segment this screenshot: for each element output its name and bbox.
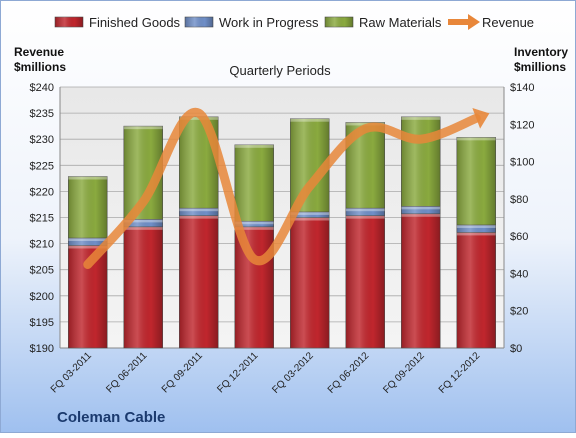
bar-top-highlight [124,126,163,129]
legend-label-revenue: Revenue [482,15,534,30]
left-tick-label: $200 [30,291,54,303]
left-axis-label-line: $millions [14,60,66,74]
left-tick-label: $240 [30,82,54,94]
bar-shading [346,216,385,348]
left-tick-label: $210 [30,239,54,251]
right-tick-label: $0 [510,343,522,355]
left-axis-label-line: Revenue [14,45,64,59]
bar-top-highlight [401,117,440,120]
bar-top-highlight [457,232,496,235]
bar-top-highlight [68,238,107,241]
left-tick-label: $230 [30,134,54,146]
bar-top-highlight [346,208,385,211]
legend-swatch-shading [185,17,213,27]
left-tick-label: $220 [30,186,54,198]
bar-top-highlight [179,208,218,211]
left-axis-label: Revenue$millions [14,45,66,74]
bar-top-highlight [346,216,385,219]
bar-shading [235,145,274,221]
bar-top-highlight [68,176,107,179]
bar-shading [290,218,329,349]
bar-top-highlight [235,145,274,148]
bar-shading [401,214,440,348]
left-tick-label: $235 [30,108,54,120]
company-name: Coleman Cable [57,409,165,426]
right-axis-label-line: Inventory [514,45,568,59]
legend-label-finished-goods: Finished Goods [89,15,181,30]
bar-top-highlight [290,119,329,122]
left-tick-label: $190 [30,343,54,355]
right-axis-label: Inventory$millions [514,45,568,74]
bar-top-highlight [401,214,440,217]
right-tick-label: $60 [510,231,528,243]
legend-swatch-shading [55,17,83,27]
bar-top-highlight [290,218,329,221]
right-tick-label: $80 [510,194,528,206]
left-tick-label: $215 [30,213,54,225]
bar-shading [457,137,496,225]
bar-shading [124,227,163,348]
bar-top-highlight [401,206,440,209]
bar-top-highlight [457,225,496,228]
bar-shading [179,216,218,348]
bar-top-highlight [124,227,163,230]
chart-subtitle: Quarterly Periods [229,63,331,78]
bar-shading [401,117,440,206]
right-tick-label: $40 [510,268,528,280]
right-axis-label-line: $millions [514,60,566,74]
right-tick-label: $100 [510,157,534,169]
bar-top-highlight [457,137,496,140]
left-tick-label: $195 [30,317,54,329]
left-tick-label: $205 [30,265,54,277]
right-tick-label: $140 [510,82,534,94]
bar-top-highlight [179,216,218,219]
bar-shading [457,232,496,348]
left-tick-label: $225 [30,160,54,172]
legend-label-work-in-progress: Work in Progress [219,15,319,30]
right-tick-label: $120 [510,119,534,131]
legend-swatch-shading [325,17,353,27]
bar-shading [68,176,107,238]
legend-label-raw-materials: Raw Materials [359,15,442,30]
right-tick-label: $20 [510,306,528,318]
